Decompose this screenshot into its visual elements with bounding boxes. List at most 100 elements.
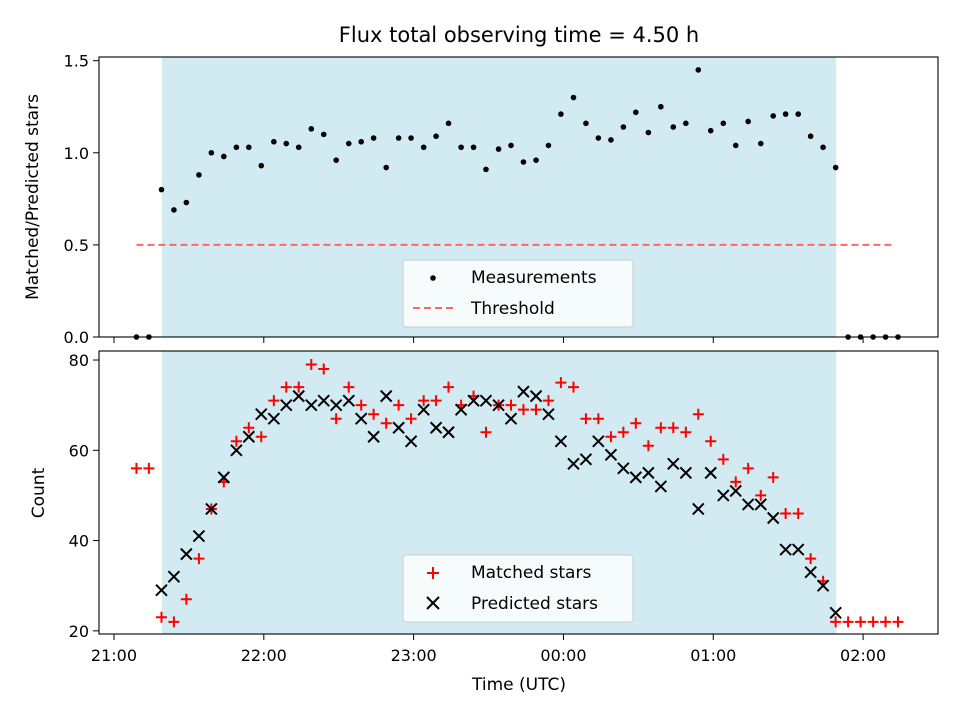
matched-star-point: [555, 377, 567, 389]
matched-star-point: [255, 431, 267, 443]
measurement-point: [645, 129, 652, 136]
ratio-y-tick-label: 0.0: [64, 328, 89, 347]
matched-star-point: [180, 593, 192, 605]
count-y-axis-label: Count: [29, 467, 49, 518]
measurement-point: [158, 186, 165, 193]
matched-star-point: [530, 404, 542, 416]
matched-star-point: [193, 553, 205, 565]
x-tick-label: 00:00: [540, 646, 586, 665]
measurement-point: [720, 120, 727, 127]
measurement-point: [408, 135, 414, 141]
measurement-point: [832, 164, 839, 171]
predicted-star-point: [679, 466, 693, 480]
measurement-point: [533, 157, 539, 163]
predicted-star-point: [417, 403, 430, 416]
measurement-point: [295, 144, 302, 151]
matched-star-point: [380, 417, 392, 429]
matched-star-point: [892, 616, 904, 628]
measurement-point: [757, 140, 764, 147]
measurement-point: [208, 149, 215, 156]
predicted-star-point: [567, 457, 580, 471]
predicted-star-point: [167, 570, 181, 583]
measurement-point: [395, 135, 402, 141]
predicted-star-point: [629, 471, 643, 484]
legend-measurements-label: Measurements: [471, 268, 597, 288]
matched-star-point: [630, 417, 642, 429]
matched-star-point: [155, 611, 167, 623]
measurement-point: [345, 140, 352, 147]
x-tick-label: 21:00: [91, 646, 137, 665]
predicted-star-point: [479, 394, 493, 407]
measurement-point: [308, 126, 315, 132]
legend-matched-label: Matched stars: [471, 563, 591, 583]
predicted-star-point: [404, 435, 418, 448]
matched-star-point: [305, 359, 317, 371]
matched-star-point: [667, 422, 679, 434]
matched-star-point: [742, 462, 754, 474]
matched-star-point: [480, 426, 492, 438]
x-axis-label: Time (UTC): [471, 675, 566, 695]
ratio-y-tick-label: 0.5: [64, 236, 89, 255]
predicted-star-point: [242, 430, 256, 443]
matched-star-point: [230, 435, 242, 447]
measurement-point: [732, 142, 739, 149]
matched-star-point: [330, 413, 342, 425]
predicted-star-point: [155, 584, 168, 597]
predicted-star-point: [517, 385, 530, 398]
measurement-point: [807, 133, 814, 140]
legend-predicted-marker: [426, 596, 440, 610]
predicted-star-point: [717, 489, 730, 502]
predicted-star-point: [667, 457, 680, 471]
predicted-star-point: [792, 543, 805, 556]
matched-star-point: [268, 395, 280, 407]
predicted-star-point: [654, 480, 668, 493]
predicted-star-point: [617, 462, 630, 475]
measurement-point: [583, 120, 589, 127]
matched-star-point: [393, 399, 405, 411]
predicted-star-point: [467, 394, 480, 407]
predicted-star-point: [804, 565, 817, 579]
measurement-point: [271, 138, 277, 145]
matched-star-point: [780, 507, 792, 519]
matched-star-point: [567, 381, 579, 393]
legend-measurements-marker: [430, 275, 436, 281]
x-tick-label: 22:00: [241, 646, 287, 665]
measurement-point: [221, 153, 227, 160]
predicted-star-point: [230, 444, 243, 457]
matched-star-point: [542, 395, 554, 407]
matched-star-point: [243, 422, 255, 434]
matched-star-point: [605, 431, 617, 443]
matched-star-point: [855, 616, 867, 628]
measurement-point: [707, 127, 714, 134]
predicted-star-point: [542, 407, 555, 421]
matched-star-point: [318, 363, 330, 375]
predicted-star-point: [766, 511, 780, 525]
measurement-point: [483, 166, 489, 173]
measurement-point: [782, 111, 789, 117]
predicted-star-point: [180, 547, 193, 561]
measurement-point: [233, 144, 240, 151]
matched-star-point: [867, 616, 879, 628]
matched-star-point: [617, 426, 629, 438]
ratio-y-tick-label: 1.5: [64, 52, 89, 71]
measurement-point: [545, 142, 552, 149]
count-legend-box: [402, 554, 634, 623]
predicted-star-point: [642, 466, 655, 480]
matched-star-point: [730, 476, 742, 488]
matched-star-point: [767, 471, 779, 483]
predicted-star-point: [305, 398, 318, 412]
matched-star-point: [505, 399, 517, 411]
measurement-point: [508, 142, 514, 149]
measurement-point: [745, 118, 751, 125]
predicted-star-point: [604, 448, 618, 462]
measurement-point: [420, 144, 427, 151]
chart-title: Flux total observing time = 4.50 h: [339, 23, 699, 47]
predicted-star-point: [217, 471, 231, 484]
matched-star-point: [655, 422, 667, 434]
measurement-point: [795, 111, 802, 117]
predicted-star-point: [454, 403, 468, 416]
matched-star-point: [168, 616, 180, 628]
measurement-point: [283, 140, 290, 147]
